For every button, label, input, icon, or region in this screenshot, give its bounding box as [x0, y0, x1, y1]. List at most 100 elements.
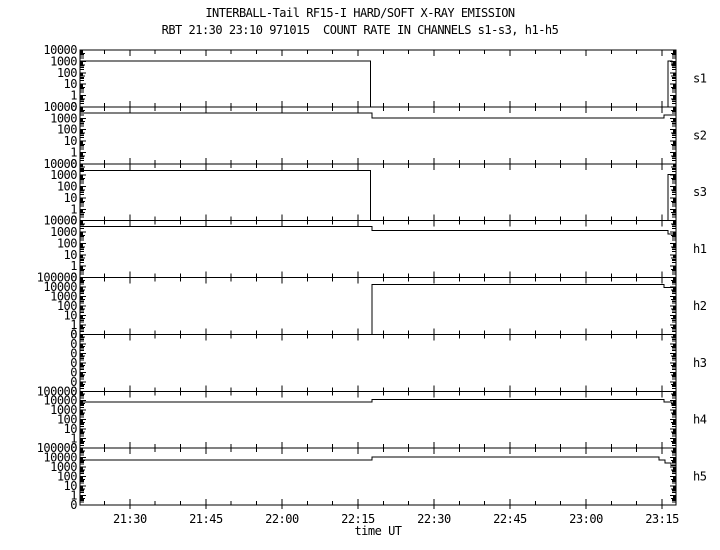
x-tick-label: 23:15: [645, 512, 679, 526]
y-tick-label: 100: [57, 470, 77, 484]
y-tick-label: 0: [70, 346, 77, 360]
x-ticks: [104, 106, 663, 164]
trace-h2: [80, 284, 676, 335]
y-tick-label: 0: [70, 157, 77, 171]
x-ticks: [104, 277, 663, 335]
panel-frame: [79, 333, 677, 392]
x-tick-label: 21:30: [113, 512, 147, 526]
y-tick-label: 0: [70, 327, 77, 341]
panel-frame: [79, 447, 677, 506]
panel-frame: [79, 163, 677, 222]
x-ticks: [104, 391, 663, 449]
y-tick-label: 1000: [50, 225, 77, 239]
channel-label-s2: s2: [693, 128, 707, 142]
y-tick-label: 1000: [50, 403, 77, 417]
channel-label-h2: h2: [693, 299, 707, 313]
channel-label-h3: h3: [693, 356, 707, 370]
x-tick-label: 22:00: [265, 512, 299, 526]
y-tick-label: 10: [64, 479, 78, 493]
y-tick-label: 1: [70, 259, 77, 273]
x-tick-label: 21:45: [189, 512, 223, 526]
panel-frame: [79, 220, 677, 278]
figure-title: INTERBALL-Tail RF15-I HARD/SOFT X-RAY EM…: [205, 6, 515, 20]
y-tick-label: 1000: [50, 54, 77, 68]
channel-label-h5: h5: [693, 470, 707, 484]
panel-frame: [79, 49, 677, 108]
y-tick-label: 10: [64, 191, 78, 205]
trace-s2: [80, 112, 676, 119]
y-tick-label: 0: [70, 337, 77, 351]
y-tick-label: 0: [70, 214, 77, 228]
y-tick-label: 1000: [50, 289, 77, 303]
y-tick-label: 0: [70, 271, 77, 285]
y-tick-label: 1: [70, 89, 77, 103]
y-tick-label: 10000: [43, 280, 77, 294]
y-tick-label: 1000: [50, 111, 77, 125]
y-tick-label: 1000: [50, 168, 77, 182]
y-tick-label: 0: [70, 375, 77, 389]
y-tick-label: 1: [70, 145, 77, 159]
channel-label-h1: h1: [693, 242, 707, 256]
x-ticks: [104, 50, 663, 107]
x-axis-label: time UT: [354, 524, 402, 538]
y-tick-label: 100: [57, 66, 77, 80]
y-tick-label: 100: [57, 123, 77, 137]
trace-s1: [80, 60, 676, 108]
y-tick-label: 0: [70, 441, 77, 455]
x-ticks: [104, 163, 663, 221]
channel-label-s3: s3: [693, 185, 707, 199]
y-tick-label: 0: [70, 327, 77, 341]
y-tick-label: 1000: [50, 460, 77, 474]
y-tick-label: 100: [57, 236, 77, 250]
y-tick-label: 100000: [37, 441, 78, 455]
y-tick-label: 100: [57, 299, 77, 313]
y-tick-label: 10000: [43, 157, 77, 171]
y-tick-label: 0: [70, 365, 77, 379]
y-tick-label: 1: [70, 318, 77, 332]
x-tick-label: 22:30: [417, 512, 451, 526]
trace-h1: [80, 226, 676, 235]
x-ticks: [104, 220, 663, 278]
y-tick-label: 100000: [37, 271, 78, 285]
y-tick-label: 100000: [37, 384, 78, 398]
y-tick-label: 10: [64, 134, 78, 148]
trace-h4: [80, 399, 676, 407]
x-tick-labels: 21:30 21:45 22:00 22:15 22:30 22:45 23:00 23:15: [113, 512, 680, 526]
trace-s3: [80, 170, 676, 222]
y-tick-label: 10000: [43, 394, 77, 408]
y-tick-label: 0: [70, 498, 77, 512]
y-tick-label: 10: [64, 77, 78, 91]
channel-label-h4: h4: [693, 413, 707, 427]
y-tick-label: 0: [70, 100, 77, 114]
panel-frame: [79, 106, 677, 165]
y-tick-label: 1: [70, 489, 77, 503]
y-tick-label: 1: [70, 202, 77, 216]
y-tick-label: 10: [64, 422, 78, 436]
y-tick-label: 100: [57, 413, 77, 427]
x-tick-label: 22:45: [493, 512, 527, 526]
x-ticks: [104, 334, 663, 392]
y-tick-label: 10000: [43, 451, 77, 465]
y-tick-label: 10: [64, 248, 78, 262]
y-tick-label: 0: [70, 384, 77, 398]
x-ticks: [104, 448, 663, 509]
figure-subtitle: RBT 21:30 23:10 971015 COUNT RATE IN CHA…: [161, 23, 559, 37]
channel-label-s1: s1: [693, 71, 707, 85]
y-tick-label: 0: [70, 356, 77, 370]
y-tick-label: 100: [57, 180, 77, 194]
panel-frame: [79, 277, 677, 335]
